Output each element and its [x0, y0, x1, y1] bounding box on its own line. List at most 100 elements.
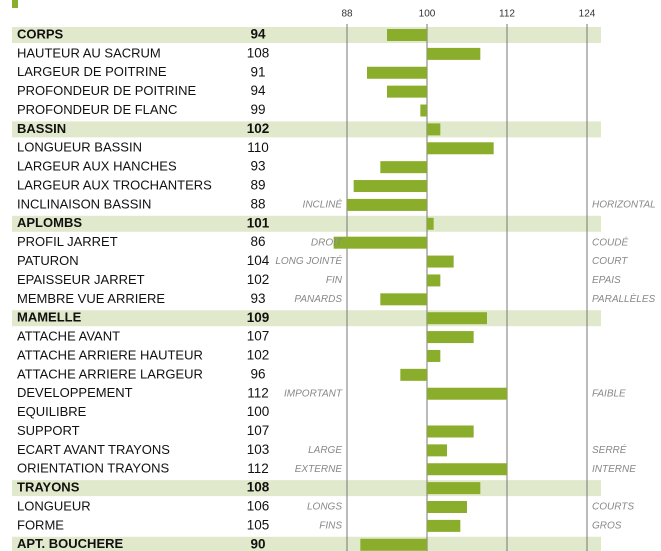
- row-label: FORME: [17, 517, 64, 532]
- row-value: 93: [250, 291, 265, 306]
- bar: [347, 198, 427, 211]
- row-label: APLOMBS: [17, 215, 82, 230]
- annotation-right: INTERNE: [592, 464, 636, 475]
- x-tick-label: 88: [341, 9, 353, 20]
- bar: [380, 161, 427, 174]
- row-label: LONGUEUR BASSIN: [17, 140, 142, 155]
- row-label: LARGEUR AUX HANCHES: [17, 159, 177, 174]
- annotation-right: GROS: [592, 521, 622, 532]
- annotation-left: LONG JOINTÉ: [275, 254, 342, 267]
- row-label: MAMELLE: [17, 310, 82, 325]
- bar: [427, 387, 507, 400]
- annotation-left: FINS: [319, 521, 342, 532]
- section-band: [12, 121, 601, 138]
- bar: [427, 255, 454, 268]
- row-label: MEMBRE VUE ARRIERE: [17, 291, 165, 306]
- section-band: [12, 27, 601, 43]
- row-label: PROFONDEUR DE FLANC: [17, 102, 177, 117]
- annotation-left: EXTERNE: [295, 464, 343, 475]
- annotation-right: COURTS: [592, 502, 634, 513]
- row-value: 112: [247, 461, 269, 476]
- row-label: INCLINAISON BASSIN: [17, 196, 151, 211]
- row-value: 100: [247, 404, 270, 419]
- row-label: EQUILIBRE: [17, 404, 87, 419]
- x-tick-label: 112: [499, 9, 515, 20]
- row-value: 96: [250, 366, 265, 381]
- x-tick-label: 100: [419, 9, 436, 20]
- bar: [427, 331, 474, 344]
- row-label: CORPS: [17, 26, 64, 41]
- row-value: 109: [247, 310, 270, 325]
- row-label: LARGEUR AUX TROCHANTERS: [17, 177, 212, 192]
- row-label: SUPPORT: [17, 423, 80, 438]
- row-label: ORIENTATION TRAYONS: [17, 461, 169, 476]
- bar: [387, 85, 427, 98]
- row-value: 106: [247, 499, 270, 514]
- row-value: 94: [250, 83, 266, 98]
- row-value: 86: [250, 234, 265, 249]
- bar: [427, 217, 434, 230]
- x-tick-label: 124: [579, 9, 596, 20]
- row-value: 104: [247, 253, 270, 268]
- bar: [427, 482, 481, 495]
- row-label: DEVELOPPEMENT: [17, 385, 133, 400]
- bar: [380, 293, 427, 306]
- row-value: 102: [247, 121, 270, 136]
- row-value: 107: [247, 329, 270, 344]
- row-label: ATTACHE AVANT: [17, 329, 120, 344]
- row-value: 89: [250, 178, 265, 193]
- row-label: PATURON: [17, 253, 79, 268]
- row-value: 108: [247, 480, 270, 495]
- section-band: [12, 536, 601, 551]
- bar: [367, 66, 427, 79]
- row-label: ECART AVANT TRAYONS: [17, 442, 170, 457]
- row-value: 88: [250, 196, 265, 211]
- row-value: 112: [247, 385, 269, 400]
- annotation-left: FIN: [326, 275, 343, 286]
- annotation-right: SERRÉ: [592, 443, 627, 456]
- annotation-left: LONGS: [307, 502, 342, 513]
- row-value: 93: [250, 159, 265, 174]
- row-value: 99: [250, 102, 265, 117]
- bar: [400, 368, 427, 381]
- row-value: 102: [247, 272, 270, 287]
- annotation-right: PARALLÈLES: [592, 292, 656, 305]
- row-label: PROFONDEUR DE POITRINE: [17, 83, 196, 98]
- bar: [427, 519, 461, 532]
- row-label: TRAYONS: [17, 480, 80, 495]
- annotation-right: COURT: [592, 256, 628, 267]
- row-label: LARGEUR DE POITRINE: [17, 64, 167, 79]
- bar: [427, 425, 474, 438]
- row-value: 102: [247, 348, 270, 363]
- row-label: BASSIN: [17, 121, 66, 136]
- annotation-left: INCLINÉ: [303, 198, 343, 211]
- bar: [333, 236, 427, 249]
- bar: [427, 444, 447, 457]
- row-value: 107: [247, 423, 270, 438]
- row-label: ATTACHE ARRIERE HAUTEUR: [17, 347, 203, 362]
- bar: [427, 123, 441, 136]
- annotation-right: FAIBLE: [592, 388, 626, 399]
- row-value: 90: [250, 536, 265, 551]
- row-value: 105: [247, 517, 270, 532]
- annotation-right: EPAIS: [592, 275, 621, 286]
- bar: [427, 501, 467, 513]
- bar: [427, 274, 441, 287]
- row-label: EPAISSEUR JARRET: [17, 272, 145, 287]
- row-label: PROFIL JARRET: [17, 234, 118, 249]
- section-band: [12, 480, 601, 497]
- row-value: 101: [247, 215, 270, 230]
- bar: [427, 463, 507, 476]
- annotation-left: IMPORTANT: [284, 388, 343, 399]
- row-label: LONGUEUR: [17, 498, 91, 513]
- annotation-left: PANARDS: [294, 294, 342, 305]
- row-value: 103: [247, 442, 270, 457]
- annotation-right: COUDÉ: [592, 235, 628, 248]
- annotation-left: LARGE: [308, 445, 342, 456]
- row-value: 108: [247, 45, 270, 60]
- row-label: ATTACHE ARRIERE LARGEUR: [17, 366, 203, 381]
- bar: [387, 29, 427, 41]
- bar: [360, 538, 427, 551]
- bar: [427, 349, 441, 362]
